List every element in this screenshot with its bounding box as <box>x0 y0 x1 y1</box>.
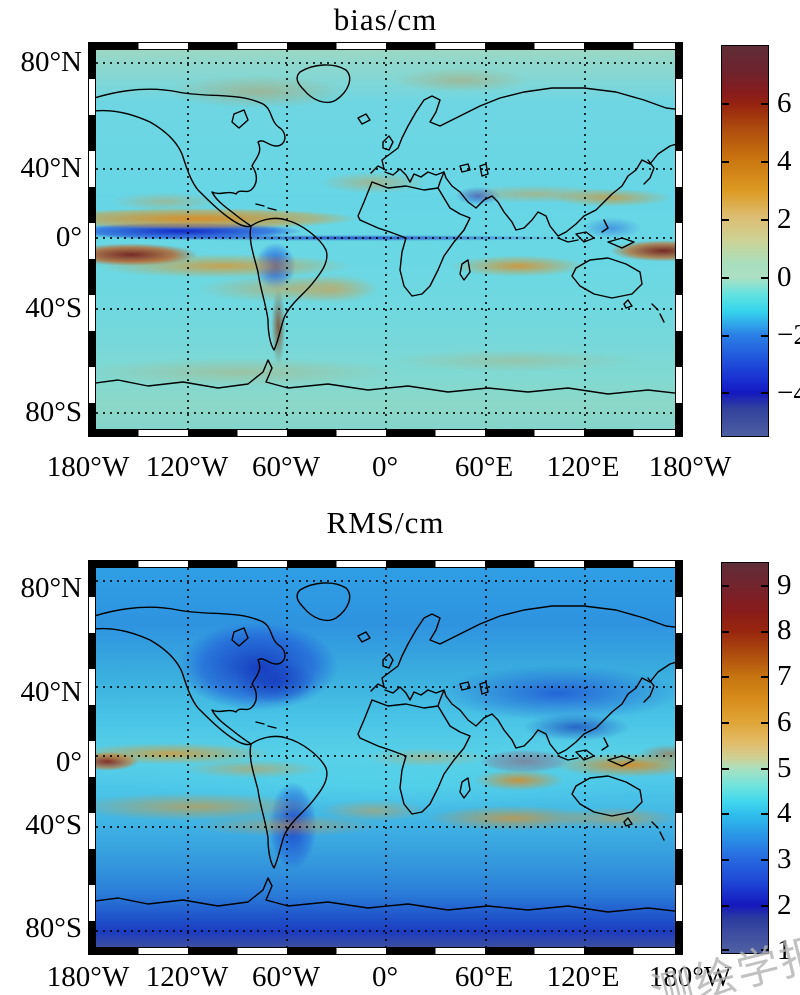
colorbar-tick-label: 6 <box>777 706 792 738</box>
colorbar-tick <box>722 905 729 907</box>
colorbar-tick <box>722 722 729 724</box>
colorbar-tick-label: 1 <box>777 934 792 966</box>
colorbar-tick <box>761 768 768 770</box>
colorbar-tick <box>722 585 729 587</box>
colorbar-tick <box>722 392 729 394</box>
lon-tick-label: 60°W <box>252 451 320 483</box>
colorbar-tick <box>761 161 768 163</box>
colorbar-tick-label: 0 <box>777 261 792 293</box>
colorbar-tick-label: 7 <box>777 660 792 692</box>
colorbar-tick-label: 2 <box>777 203 792 235</box>
colorbar-tick <box>761 392 768 394</box>
colorbar-tick-label: 5 <box>777 752 792 784</box>
coastline-svg <box>96 582 675 913</box>
lon-tick-label: 0° <box>371 961 399 993</box>
colorbar-rms <box>721 562 769 954</box>
checker-frame-bottom <box>89 947 682 954</box>
checker-frame-top <box>89 43 682 50</box>
coastline-svg <box>96 64 675 395</box>
colorbar-tick-label: 2 <box>777 889 792 921</box>
colorbar-tick-label: 4 <box>777 145 792 177</box>
colorbar-tick <box>722 768 729 770</box>
gridline-lon-0 <box>385 568 387 947</box>
colorbar-tick <box>761 949 768 951</box>
colorbar-tick-label: 3 <box>777 843 792 875</box>
lon-tick-label: 120°E <box>546 451 620 483</box>
colorbar-tick <box>722 949 729 951</box>
map-rms <box>88 560 683 955</box>
colorbar-tick-label: −4 <box>777 377 800 409</box>
lat-tick-label: 80°S <box>25 912 82 944</box>
lat-tick-label: 40°N <box>20 676 82 708</box>
lon-tick-label: 120°E <box>546 961 620 993</box>
colorbar-tick <box>761 103 768 105</box>
bias-field <box>96 50 675 429</box>
checker-frame-right <box>675 561 682 954</box>
colorbar-tick <box>761 859 768 861</box>
colorbar-tick <box>722 631 729 633</box>
lon-tick-label: 60°E <box>454 961 514 993</box>
colorbar-bias <box>721 45 769 437</box>
colorbar-tick-label: 9 <box>777 569 792 601</box>
lon-tick-label: 180°W <box>46 451 130 483</box>
checker-frame-left <box>89 561 96 954</box>
lon-tick-label: 120°W <box>145 451 229 483</box>
checker-frame-left <box>89 43 96 436</box>
colorbar-tick <box>722 161 729 163</box>
gridline-lon-0 <box>385 50 387 429</box>
colorbar-tick <box>722 335 729 337</box>
gridline-lon-120e <box>584 568 586 947</box>
lon-tick-label: 0° <box>371 451 399 483</box>
colorbar-tick <box>761 219 768 221</box>
colorbar-tick <box>722 676 729 678</box>
lon-tick-label: 180°W <box>46 961 130 993</box>
gridline-lon-120e <box>584 50 586 429</box>
chart-title-bias: bias/cm <box>333 2 438 37</box>
map-bias <box>88 42 683 437</box>
colorbar-tick <box>761 277 768 279</box>
gridline-lon-60w <box>286 50 288 429</box>
colorbar-tick <box>761 335 768 337</box>
gridline-lon-60e <box>485 568 487 947</box>
lon-tick-label: 60°W <box>252 961 320 993</box>
gridline-lon-120w <box>187 568 189 947</box>
colorbar-tick-label: 4 <box>777 797 792 829</box>
colorbar-tick <box>761 905 768 907</box>
lon-tick-label: 180°W <box>648 451 732 483</box>
colorbar-tick <box>761 813 768 815</box>
colorbar-tick <box>761 631 768 633</box>
rms-field <box>96 568 675 947</box>
lon-tick-label: 120°W <box>145 961 229 993</box>
lat-tick-label: 0° <box>55 221 82 253</box>
checker-frame-top <box>89 561 682 568</box>
lat-tick-label: 80°N <box>20 572 82 604</box>
lat-tick-label: 80°N <box>20 46 82 78</box>
colorbar-tick <box>722 277 729 279</box>
colorbar-tick-label: 8 <box>777 614 792 646</box>
colorbar-tick <box>722 813 729 815</box>
colorbar-tick <box>722 103 729 105</box>
checker-frame-bottom <box>89 429 682 436</box>
lat-tick-label: 80°S <box>25 396 82 428</box>
colorbar-tick-label: −2 <box>777 319 800 351</box>
colorbar-tick <box>722 859 729 861</box>
gridline-lon-60e <box>485 50 487 429</box>
lat-tick-label: 40°S <box>25 809 82 841</box>
colorbar-tick <box>761 722 768 724</box>
gridline-lon-120w <box>187 50 189 429</box>
lat-tick-label: 0° <box>55 746 82 778</box>
colorbar-tick-label: 6 <box>777 87 792 119</box>
lat-tick-label: 40°N <box>20 152 82 184</box>
colorbar-tick <box>761 676 768 678</box>
checker-frame-right <box>675 43 682 436</box>
colorbar-tick <box>761 585 768 587</box>
lon-tick-label: 60°E <box>454 451 514 483</box>
chart-title-rms: RMS/cm <box>326 505 445 540</box>
lon-tick-label: 180°W <box>648 961 732 993</box>
colorbar-tick <box>722 219 729 221</box>
lat-tick-label: 40°S <box>25 292 82 324</box>
gridline-lon-60w <box>286 568 288 947</box>
